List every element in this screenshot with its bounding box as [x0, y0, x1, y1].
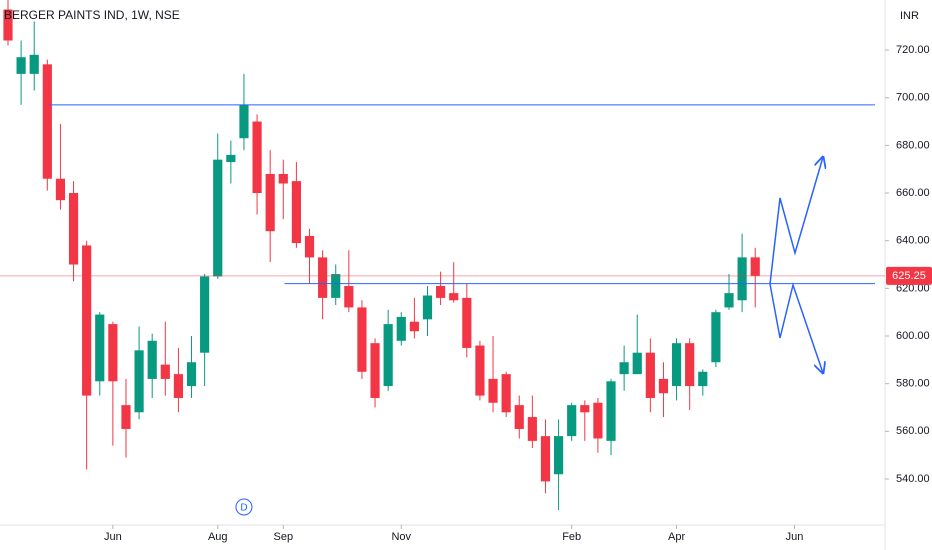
- candle-body: [606, 381, 616, 441]
- candle-body: [553, 436, 564, 475]
- price-label-box: [886, 266, 932, 285]
- candle-body: [711, 312, 721, 363]
- candle-body: [619, 362, 629, 375]
- x-tick-label: Aug: [208, 531, 228, 543]
- candle-body: [278, 173, 288, 184]
- candle-body: [409, 321, 419, 332]
- candle-body: [226, 154, 236, 163]
- candle-body: [750, 257, 760, 276]
- candle-body: [331, 274, 341, 298]
- y-tick-label: 700.00: [896, 92, 930, 104]
- candle-body: [514, 405, 524, 429]
- y-tick-label: 660.00: [896, 187, 930, 199]
- candle-body: [632, 352, 642, 375]
- candle-body: [147, 340, 157, 379]
- candle-body: [475, 345, 485, 396]
- candle-body: [370, 343, 380, 398]
- candle-body: [698, 371, 708, 387]
- candle-body: [449, 293, 459, 301]
- y-tick-label: 560.00: [896, 425, 930, 437]
- x-tick-label: Sep: [274, 531, 294, 543]
- candle-body: [173, 374, 184, 398]
- candle-body: [462, 297, 472, 348]
- candle-body: [160, 364, 170, 379]
- candle-body: [580, 405, 590, 413]
- chart-title: BERGER PAINTS IND, 1W, NSE: [4, 8, 180, 22]
- x-tick-label: Jun: [786, 531, 804, 543]
- candle-body: [134, 350, 144, 413]
- candle-body: [186, 362, 197, 387]
- candle-body: [658, 378, 669, 394]
- candle-body: [16, 57, 26, 74]
- candle-body: [121, 405, 131, 429]
- candle-body: [42, 64, 52, 179]
- y-tick-label: 680.00: [896, 139, 930, 151]
- candle-body: [396, 316, 406, 341]
- candle-body: [540, 436, 551, 482]
- candle-body: [55, 178, 66, 201]
- y-tick-label: 540.00: [896, 473, 930, 485]
- plot: [3, 0, 760, 510]
- y-tick-label: 640.00: [896, 235, 930, 247]
- candle-body: [318, 257, 328, 298]
- candle-body: [671, 343, 682, 387]
- candle-body: [357, 307, 367, 372]
- candle-body: [436, 285, 446, 298]
- candle-body: [422, 295, 433, 320]
- candle-body: [82, 245, 92, 396]
- candle-body: [685, 343, 695, 387]
- x-tick-label: Nov: [391, 531, 411, 543]
- candle-body: [527, 417, 537, 441]
- dividend-label: D: [240, 503, 247, 514]
- y-tick-label: 720.00: [896, 44, 930, 56]
- candle-body: [737, 257, 747, 301]
- x-tick-label: Feb: [562, 531, 581, 543]
- candle-body: [383, 324, 393, 387]
- candle-body: [593, 402, 603, 439]
- dividend-marker: [235, 498, 253, 516]
- arrow-down: [769, 282, 823, 373]
- candle-body: [488, 378, 498, 403]
- x-tick-label: Apr: [668, 531, 685, 543]
- candle-body: [200, 276, 210, 353]
- candle-body: [213, 159, 223, 277]
- candle-body: [344, 285, 354, 308]
- candle-body: [29, 54, 39, 74]
- x-tick-label: Jun: [104, 531, 122, 543]
- candle-body: [304, 235, 315, 258]
- candle-body: [95, 314, 105, 382]
- candle-body: [252, 121, 262, 194]
- y-tick-label: 600.00: [896, 330, 930, 342]
- candle-body: [501, 374, 511, 413]
- candle-body: [291, 181, 301, 244]
- candle-body: [108, 324, 118, 382]
- candle-body: [265, 173, 275, 232]
- candle-body: [68, 193, 79, 265]
- price-label: 625.25: [892, 270, 926, 282]
- arrow-up: [769, 157, 823, 285]
- candle-body: [724, 293, 734, 308]
- currency-label: INR: [900, 10, 919, 22]
- candle-body: [645, 352, 655, 398]
- candle-body: [3, 9, 13, 41]
- y-tick-label: 620.00: [896, 282, 930, 294]
- candle-body: [239, 104, 249, 139]
- candle-body: [567, 405, 577, 437]
- y-tick-label: 580.00: [896, 378, 930, 390]
